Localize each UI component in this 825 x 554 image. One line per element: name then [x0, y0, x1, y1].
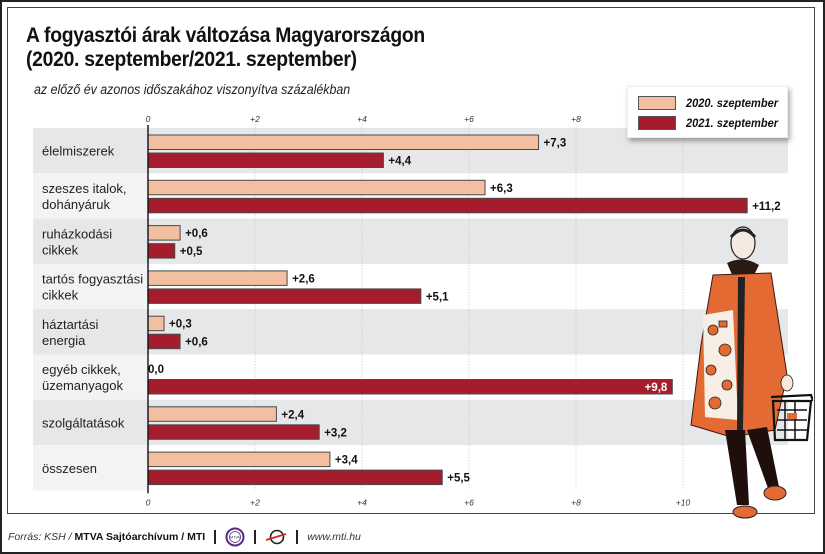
- x-tick-label-bottom: +4: [357, 497, 367, 507]
- category-label: szeszes italok,: [42, 181, 127, 196]
- bar-2021: [147, 197, 748, 214]
- x-tick-label-top: +2: [250, 114, 260, 124]
- bar-2020: [147, 406, 277, 422]
- category-label: egyéb cikkek,: [42, 362, 121, 377]
- row-band: [33, 218, 788, 264]
- x-tick-label-bottom: +6: [464, 497, 474, 507]
- x-tick-label-bottom: 0: [146, 497, 151, 507]
- footer-separator: [254, 530, 257, 544]
- category-label: cikkek: [42, 242, 79, 257]
- row-band: [33, 309, 788, 355]
- chart-subtitle: az előző év azonos időszakához viszonyít…: [34, 82, 351, 97]
- source-bold: MTVA Sajtóarchívum / MTI: [74, 531, 206, 543]
- category-label: összesen: [42, 461, 97, 476]
- data-label-2020: +2,6: [292, 273, 315, 285]
- data-label-2020: 0,0: [148, 364, 164, 376]
- category-label: üzemanyagok: [42, 378, 123, 393]
- data-label-2020: +0,6: [185, 228, 208, 240]
- data-label-2020: +0,3: [169, 319, 192, 331]
- bar-2020: [147, 179, 486, 196]
- category-label: tartós fogyasztási: [42, 272, 143, 287]
- legend-item-2021: 2021. szeptember: [638, 116, 786, 130]
- row-band-label-area: [33, 354, 148, 400]
- category-label: energia: [42, 333, 86, 348]
- data-label-2021: +3,2: [324, 427, 347, 439]
- bar-2021: [147, 424, 320, 440]
- bar-2020: [147, 315, 165, 332]
- footer: Forrás: KSH / MTVA Sajtóarchívum / MTI M…: [8, 527, 361, 547]
- data-label-2021: +0,5: [180, 246, 203, 258]
- bar-2021: [147, 288, 422, 304]
- bar-2020: [147, 134, 540, 150]
- row-band-label-area: [33, 173, 148, 219]
- website-link[interactable]: www.mti.hu: [307, 531, 361, 543]
- legend: 2020. szeptember 2021. szeptember: [627, 86, 788, 138]
- x-tick-label-top: +6: [464, 114, 474, 124]
- row-band: [33, 399, 788, 446]
- row-band-label-area: [33, 263, 148, 310]
- mti-logo-icon: [265, 529, 287, 545]
- x-tick-label-top: 0: [146, 114, 151, 124]
- x-tick-label-bottom: +8: [571, 497, 581, 507]
- bar-2021: [147, 243, 176, 259]
- mtva-logo-icon: MTVA: [225, 527, 245, 547]
- data-label-2020: +7,3: [544, 138, 567, 150]
- data-label-2020: +3,4: [335, 455, 358, 467]
- category-label: élelmiszerek: [42, 144, 115, 159]
- category-label: szolgáltatások: [42, 415, 125, 430]
- bar-2020: [147, 451, 331, 468]
- category-label: háztartási: [42, 317, 98, 332]
- legend-swatch-2021: [638, 116, 676, 130]
- data-label-2021: +0,6: [185, 337, 208, 349]
- shopper-illustration: [690, 226, 813, 519]
- data-label-2020: +2,4: [281, 409, 304, 421]
- legend-item-2020: 2020. szeptember: [638, 96, 786, 110]
- data-label-2021: +4,4: [388, 156, 411, 168]
- data-label-2021: +5,5: [447, 473, 470, 485]
- title-line-1: A fogyasztói árak változása Magyarország…: [26, 24, 425, 47]
- legend-label-2020: 2020. szeptember: [686, 96, 779, 110]
- footer-separator: [214, 530, 217, 544]
- data-label-2020: +6,3: [490, 183, 513, 195]
- source-prefix: Forrás: KSH /: [8, 531, 72, 543]
- x-tick-label-top: +4: [357, 114, 367, 124]
- row-band-label-area: [33, 445, 148, 491]
- bar-2021: [147, 379, 673, 395]
- x-tick-label-top: +8: [571, 114, 581, 124]
- x-tick-label-bottom: +2: [250, 497, 260, 507]
- x-tick-label-bottom: +10: [676, 497, 691, 507]
- title-line-2: (2020. szeptember/2021. szeptember): [26, 48, 357, 71]
- data-label-2021: +11,2: [752, 201, 780, 213]
- svg-text:MTVA: MTVA: [230, 536, 240, 540]
- legend-label-2021: 2021. szeptember: [686, 116, 779, 130]
- bar-2021: [147, 333, 181, 350]
- legend-swatch-2020: [638, 96, 676, 110]
- chart-title: A fogyasztói árak változása Magyarország…: [26, 24, 425, 72]
- data-label-2021: +9,8: [645, 382, 668, 394]
- footer-separator: [296, 530, 299, 544]
- category-label: ruházkodási: [42, 226, 112, 241]
- bar-2020: [147, 225, 181, 241]
- bar-2020: [147, 270, 288, 286]
- category-label: cikkek: [42, 288, 79, 303]
- bar-2021: [147, 152, 384, 168]
- category-label: dohányáruk: [42, 197, 110, 212]
- data-label-2021: +5,1: [426, 291, 449, 303]
- bar-2021: [147, 469, 443, 486]
